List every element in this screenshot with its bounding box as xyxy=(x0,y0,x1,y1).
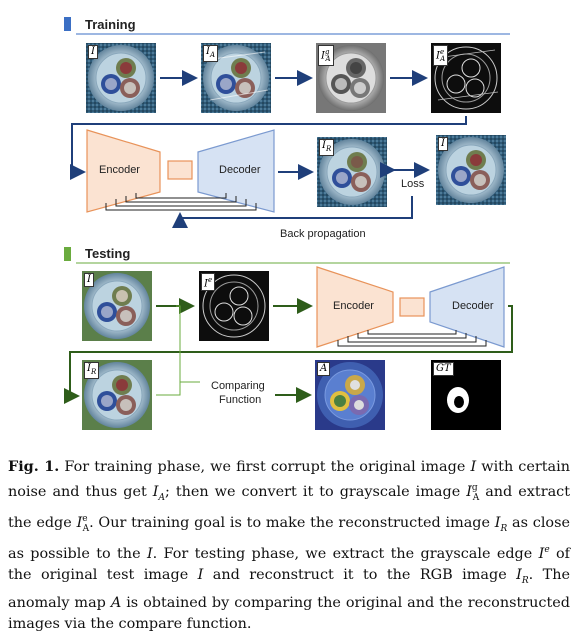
loss-label: Loss xyxy=(401,178,425,190)
train-latent-box xyxy=(167,160,193,180)
figure-caption: Fig. 1. For training phase, we first cor… xyxy=(8,456,570,635)
caption-label: Fig. 1. xyxy=(8,458,60,475)
training-accent-bar xyxy=(64,17,71,31)
test-decoder-label: Decoder xyxy=(452,300,494,312)
test-tile-edge xyxy=(199,271,269,341)
caption-text: For training phase, we first corrupt the… xyxy=(8,459,570,632)
test-encoder-label: Encoder xyxy=(333,300,374,312)
test-tile-recon xyxy=(82,360,152,430)
train-tag-original: I xyxy=(88,45,98,59)
train-tag-edge: IeA xyxy=(433,45,449,67)
compare-label-line2: Function xyxy=(219,394,262,406)
train-tag-noisy: IA xyxy=(203,45,219,62)
train-decoder-label: Decoder xyxy=(219,164,261,176)
test-latent-box xyxy=(399,297,425,317)
train-tile-noisy xyxy=(201,43,271,113)
train-tile-recon xyxy=(317,137,387,207)
train-encoder-shape xyxy=(86,129,161,213)
test-tag-edge: Ie xyxy=(201,273,216,292)
testing-accent-bar xyxy=(64,247,71,261)
figure-diagram xyxy=(64,17,513,430)
backprop-label: Back propagation xyxy=(280,228,366,240)
train-tag-gray: IgA xyxy=(318,45,334,67)
test-encoder-shape xyxy=(316,266,394,348)
test-tag-anomaly: A xyxy=(317,362,331,376)
test-tag-recon: IR xyxy=(84,362,100,379)
test-tile-original xyxy=(82,271,152,341)
train-decoder-shape xyxy=(197,129,275,213)
train-encoder-label: Encoder xyxy=(99,164,140,176)
train-tag-recon: IR xyxy=(319,139,335,156)
train-tag-target: I xyxy=(438,137,448,151)
compare-label-line1: Comparing xyxy=(211,380,265,392)
test-tag-gt: GT xyxy=(433,362,454,376)
test-tag-original: I xyxy=(84,273,94,287)
test-decoder-shape xyxy=(429,266,505,348)
testing-title: Testing xyxy=(85,246,131,261)
training-title: Training xyxy=(85,17,136,32)
train-tile-original xyxy=(86,43,156,113)
